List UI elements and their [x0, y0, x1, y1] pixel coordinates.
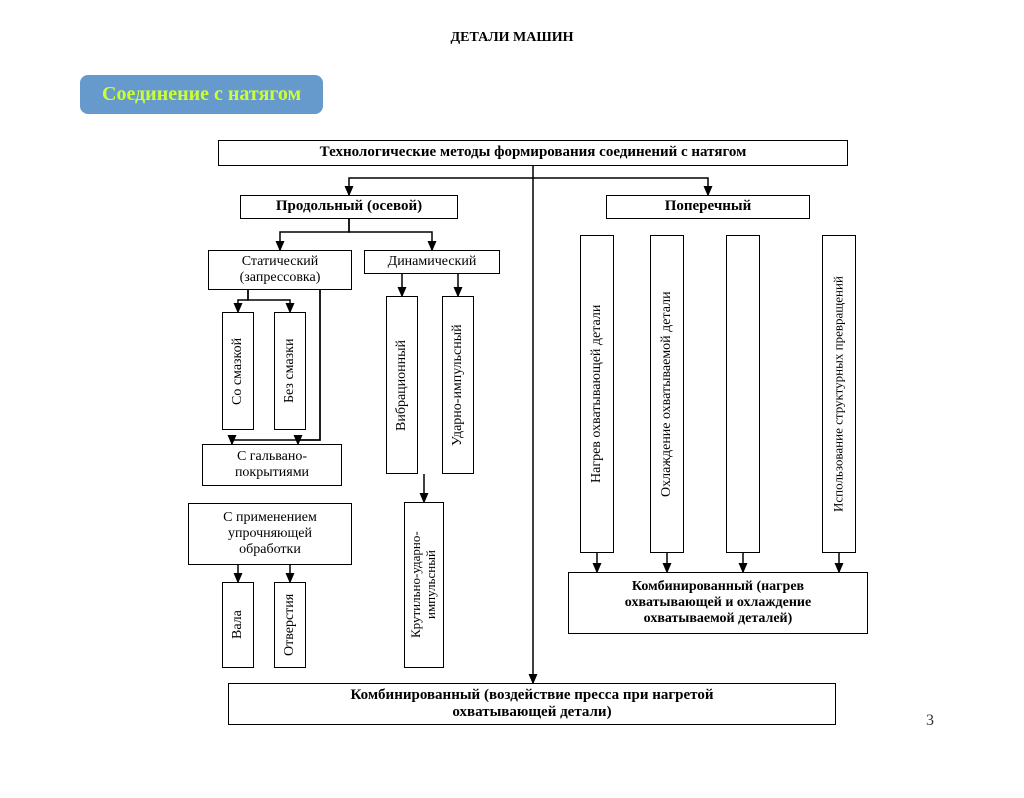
flowchart-node-struct: Использование структурных превращений	[822, 235, 856, 553]
flowchart-node-harden: С применениемупрочняющейобработки	[188, 503, 352, 565]
flowchart-node-udimp: Ударно-импульсный	[442, 296, 474, 474]
flowchart-node-root: Технологические методы формирования соед…	[218, 140, 848, 166]
flowchart-node-cool: Охлаждение охватываемой детали	[650, 235, 684, 553]
flowchart-node-combo1: Комбинированный (нагревохватывающей и ох…	[568, 572, 868, 634]
flowchart-node-heat: Нагрев охватывающей детали	[580, 235, 614, 553]
topic-pill: Соединение с натягом	[80, 75, 323, 114]
flowchart-node-vibr: Вибрационный	[386, 296, 418, 474]
page-title: ДЕТАЛИ МАШИН	[0, 30, 1024, 46]
flowchart-diagram: Технологические методы формирования соед…	[188, 140, 868, 705]
flowchart-node-spacer	[726, 235, 760, 553]
page-number: 3	[926, 712, 934, 730]
flowchart-node-longit: Продольный (осевой)	[240, 195, 458, 219]
flowchart-node-nolube: Без смазки	[274, 312, 306, 430]
flowchart-node-galv: С гальвано-покрытиями	[202, 444, 342, 486]
flowchart-node-krut: Крутильно-ударно-импульсный	[404, 502, 444, 668]
flowchart-node-otv: Отверстия	[274, 582, 306, 668]
flowchart-node-combo2: Комбинированный (воздействие пресса при …	[228, 683, 836, 725]
flowchart-node-lube: Со смазкой	[222, 312, 254, 430]
flowchart-node-dynamic: Динамический	[364, 250, 500, 274]
flowchart-node-transv: Поперечный	[606, 195, 810, 219]
flowchart-node-static: Статический(запрессовка)	[208, 250, 352, 290]
flowchart-node-val: Вала	[222, 582, 254, 668]
